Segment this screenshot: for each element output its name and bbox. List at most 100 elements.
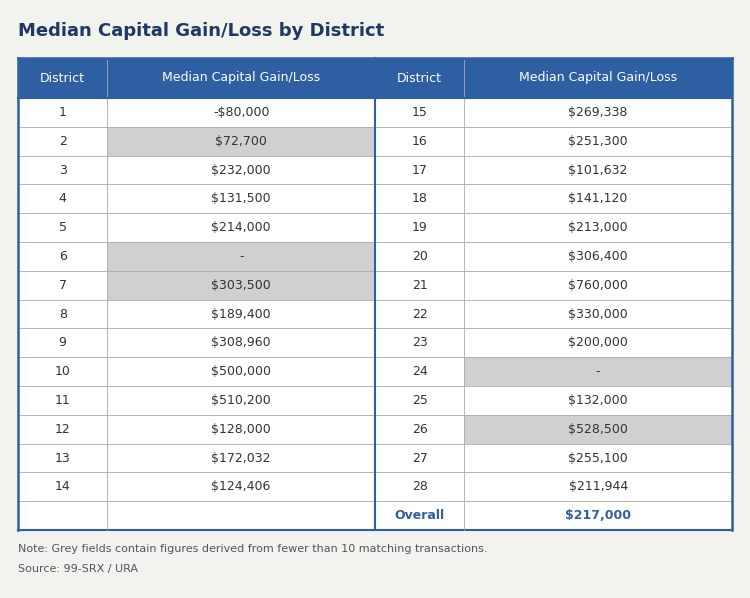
Bar — [464, 386, 732, 415]
Text: 17: 17 — [412, 163, 428, 176]
Text: $217,000: $217,000 — [566, 509, 632, 522]
Bar — [375, 127, 464, 155]
Bar — [464, 472, 732, 501]
Bar — [464, 501, 732, 530]
Bar — [107, 242, 375, 271]
Text: 12: 12 — [55, 423, 70, 436]
Bar — [464, 415, 732, 444]
Text: 9: 9 — [58, 336, 67, 349]
Bar — [464, 242, 732, 271]
Bar — [18, 444, 107, 472]
Bar — [107, 444, 375, 472]
Bar — [464, 184, 732, 213]
Text: $128,000: $128,000 — [211, 423, 271, 436]
Text: $141,120: $141,120 — [568, 193, 628, 205]
Text: 14: 14 — [55, 480, 70, 493]
Bar — [464, 328, 732, 357]
Bar — [107, 155, 375, 184]
Bar — [18, 58, 107, 98]
Text: 8: 8 — [58, 307, 67, 321]
Text: 1: 1 — [58, 106, 67, 119]
Bar — [18, 98, 107, 127]
Text: 16: 16 — [412, 135, 428, 148]
Bar — [107, 386, 375, 415]
Bar — [464, 155, 732, 184]
Bar — [107, 415, 375, 444]
Text: District: District — [398, 72, 442, 84]
Bar — [375, 271, 464, 300]
Bar — [375, 242, 464, 271]
Text: 7: 7 — [58, 279, 67, 292]
Text: 24: 24 — [412, 365, 428, 378]
Bar — [375, 357, 464, 386]
Text: 22: 22 — [412, 307, 428, 321]
Text: $72,700: $72,700 — [215, 135, 267, 148]
Bar — [375, 58, 464, 98]
Bar — [375, 155, 464, 184]
Text: $101,632: $101,632 — [568, 163, 628, 176]
Text: $214,000: $214,000 — [211, 221, 271, 234]
Text: 6: 6 — [58, 250, 67, 263]
Bar — [464, 127, 732, 155]
Text: 4: 4 — [58, 193, 67, 205]
Bar — [18, 386, 107, 415]
Bar — [375, 300, 464, 328]
Text: 3: 3 — [58, 163, 67, 176]
Bar — [464, 58, 732, 98]
Bar — [375, 472, 464, 501]
Text: -: - — [596, 365, 600, 378]
Text: Note: Grey fields contain figures derived from fewer than 10 matching transactio: Note: Grey fields contain figures derive… — [18, 544, 488, 554]
Bar — [375, 386, 464, 415]
Text: Median Capital Gain/Loss by District: Median Capital Gain/Loss by District — [18, 22, 384, 40]
Text: 23: 23 — [412, 336, 428, 349]
Text: $124,406: $124,406 — [211, 480, 271, 493]
Text: $132,000: $132,000 — [568, 394, 628, 407]
Bar — [464, 213, 732, 242]
Text: $189,400: $189,400 — [211, 307, 271, 321]
Bar — [107, 127, 375, 155]
Text: 11: 11 — [55, 394, 70, 407]
Text: $528,500: $528,500 — [568, 423, 628, 436]
Bar — [464, 444, 732, 472]
Bar — [18, 328, 107, 357]
Bar — [107, 213, 375, 242]
Bar — [464, 300, 732, 328]
Text: 15: 15 — [412, 106, 428, 119]
Bar — [464, 357, 732, 386]
Bar — [18, 242, 107, 271]
Text: 5: 5 — [58, 221, 67, 234]
Text: District: District — [40, 72, 85, 84]
Bar — [18, 300, 107, 328]
Text: $211,944: $211,944 — [568, 480, 628, 493]
Text: 28: 28 — [412, 480, 428, 493]
Bar — [375, 184, 464, 213]
Bar — [107, 501, 375, 530]
Text: 27: 27 — [412, 451, 428, 465]
Bar — [107, 328, 375, 357]
Text: $251,300: $251,300 — [568, 135, 628, 148]
Text: 10: 10 — [55, 365, 70, 378]
Bar — [107, 184, 375, 213]
Bar — [107, 300, 375, 328]
Bar — [107, 98, 375, 127]
Bar — [107, 357, 375, 386]
Text: $510,200: $510,200 — [211, 394, 271, 407]
Bar — [18, 415, 107, 444]
Text: Source: 99-SRX / URA: Source: 99-SRX / URA — [18, 564, 138, 574]
Bar — [375, 415, 464, 444]
Bar — [18, 184, 107, 213]
Bar — [375, 444, 464, 472]
Bar — [375, 501, 464, 530]
Bar — [375, 213, 464, 242]
Text: 19: 19 — [412, 221, 428, 234]
Bar — [18, 271, 107, 300]
Text: $131,500: $131,500 — [211, 193, 271, 205]
Text: 26: 26 — [412, 423, 428, 436]
Text: -$80,000: -$80,000 — [213, 106, 269, 119]
Bar — [18, 357, 107, 386]
Text: 25: 25 — [412, 394, 428, 407]
Text: $200,000: $200,000 — [568, 336, 628, 349]
Bar — [18, 501, 107, 530]
Text: 18: 18 — [412, 193, 428, 205]
Bar — [375, 328, 464, 357]
